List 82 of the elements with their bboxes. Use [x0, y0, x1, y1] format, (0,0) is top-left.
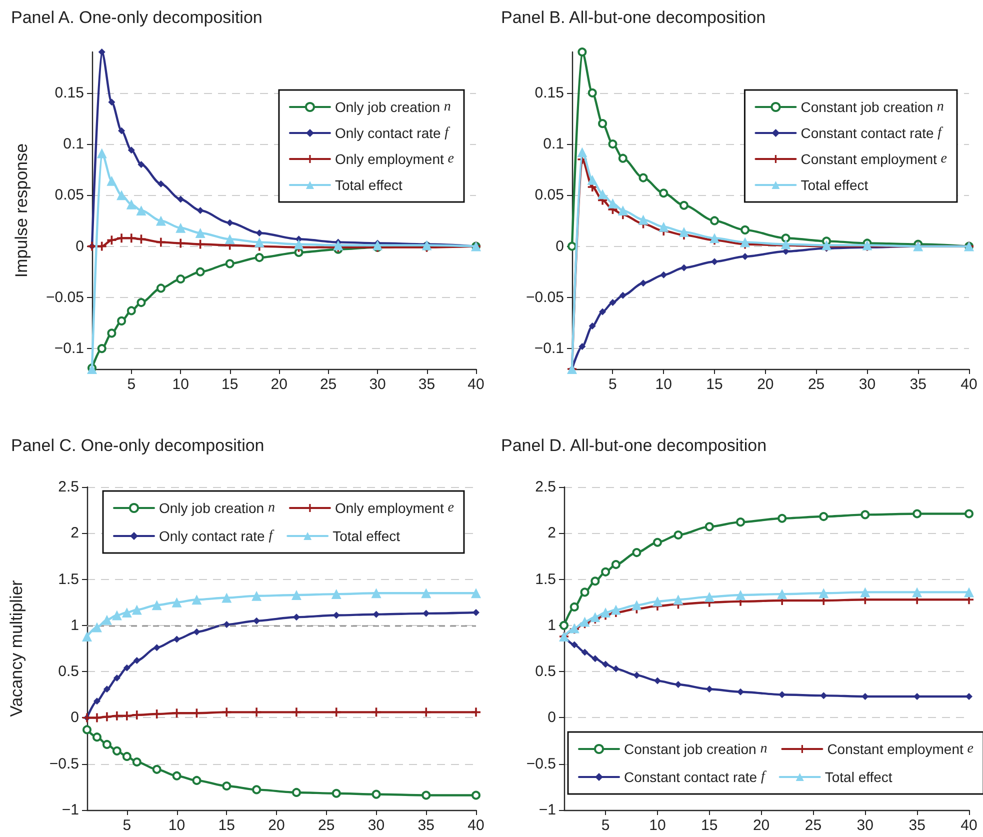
- y-tick-label: 2: [548, 524, 556, 542]
- legend-label: Total effect: [334, 177, 403, 193]
- legend-label: Total effect: [332, 528, 400, 544]
- legend-label: Constant employment e: [827, 741, 974, 757]
- legend-label: Constant contact rate f: [624, 769, 767, 785]
- x-tick-label: 5: [122, 817, 132, 834]
- y-tick-label: −0.5: [49, 755, 79, 772]
- y-tick-label: 1: [70, 616, 79, 634]
- y-tick-label: 1.5: [58, 570, 79, 588]
- x-tick-label: 10: [168, 817, 186, 834]
- x-tick-label: 40: [960, 817, 978, 834]
- legend-label: Constant contact rate f: [800, 125, 944, 141]
- legend-label: Only employment e: [334, 500, 454, 516]
- x-tick-label: 35: [910, 376, 926, 393]
- y-tick-label: 1.5: [535, 570, 556, 588]
- y-tick-label: 0.1: [63, 136, 84, 153]
- y-tick-label: 1: [548, 616, 556, 634]
- legend-label: Only contact rate f: [159, 528, 275, 544]
- y-tick-label: 0: [70, 709, 79, 726]
- x-tick-label: 15: [706, 376, 723, 393]
- y-tick-label: 2.5: [58, 478, 79, 496]
- y-tick-label: 0.15: [534, 84, 564, 102]
- x-tick-label: 40: [468, 376, 484, 393]
- legend-label: Only employment e: [334, 151, 454, 167]
- x-tick-label: 20: [270, 376, 288, 393]
- x-tick-label: 25: [320, 376, 337, 393]
- y-tick-label: −0.1: [54, 340, 84, 358]
- y-tick-label: 0.15: [54, 84, 84, 102]
- legend-label: Constant job creation n: [800, 99, 944, 115]
- chart-title: Panel C. One-only decomposition: [11, 436, 264, 455]
- x-tick-label: 10: [655, 376, 672, 393]
- x-tick-label: 10: [172, 376, 189, 393]
- y-tick-label: −0.05: [46, 288, 84, 306]
- x-tick-label: 35: [908, 817, 926, 834]
- y-tick-label: −0.5: [526, 755, 556, 772]
- y-tick-label: 0: [76, 238, 84, 255]
- x-tick-label: 15: [218, 817, 235, 834]
- legend-label: Constant job creation n: [624, 741, 768, 757]
- y-tick-label: 0.5: [58, 663, 79, 680]
- y-tick-label: −0.05: [526, 288, 564, 306]
- x-tick-label: 25: [318, 817, 335, 834]
- legend-label: Only job creation n: [159, 500, 275, 516]
- y-tick-label: 0.05: [534, 186, 564, 204]
- y-axis-title: Impulse response: [12, 143, 31, 278]
- x-tick-label: 15: [222, 376, 238, 393]
- x-tick-label: 30: [858, 376, 876, 393]
- x-tick-label: 5: [608, 376, 617, 393]
- legend-label: Constant employment e: [800, 151, 948, 167]
- y-tick-label: 0.05: [54, 186, 84, 204]
- x-tick-label: 35: [418, 376, 436, 393]
- x-tick-label: 20: [752, 817, 770, 834]
- x-tick-label: 40: [960, 376, 978, 393]
- y-tick-label: 0: [556, 238, 564, 255]
- y-axis-title: Vacancy multiplier: [7, 580, 26, 717]
- x-tick-label: 15: [701, 817, 718, 834]
- y-tick-label: 2: [70, 524, 79, 542]
- x-tick-label: 30: [368, 817, 385, 834]
- x-tick-label: 30: [856, 817, 874, 834]
- chart-title: Panel A. One-only decomposition: [11, 8, 262, 27]
- y-tick-label: −1: [62, 802, 79, 818]
- chart-title: Panel D. All-but-one decomposition: [501, 436, 767, 455]
- y-tick-label: −1: [538, 802, 556, 818]
- y-tick-label: 2.5: [535, 478, 556, 496]
- x-tick-label: 20: [268, 817, 285, 834]
- x-tick-label: 5: [127, 376, 136, 393]
- chart-title: Panel B. All-but-one decomposition: [501, 8, 766, 27]
- x-tick-label: 20: [757, 376, 774, 393]
- x-tick-label: 40: [468, 817, 484, 834]
- y-tick-label: 0.1: [543, 136, 564, 153]
- legend-label: Total effect: [824, 769, 892, 785]
- x-tick-label: 25: [808, 376, 825, 393]
- legend-label: Total effect: [800, 177, 868, 193]
- x-tick-label: 35: [418, 817, 434, 834]
- x-tick-label: 5: [601, 817, 610, 834]
- x-tick-label: 25: [804, 817, 822, 834]
- y-tick-label: 0.5: [535, 663, 556, 680]
- y-tick-label: −0.1: [534, 340, 564, 358]
- legend-label: Only job creation n: [334, 99, 451, 115]
- x-tick-label: 30: [369, 376, 386, 393]
- legend-label: Only contact rate f: [334, 125, 451, 141]
- x-tick-label: 10: [649, 817, 666, 834]
- y-tick-label: 0: [548, 709, 556, 726]
